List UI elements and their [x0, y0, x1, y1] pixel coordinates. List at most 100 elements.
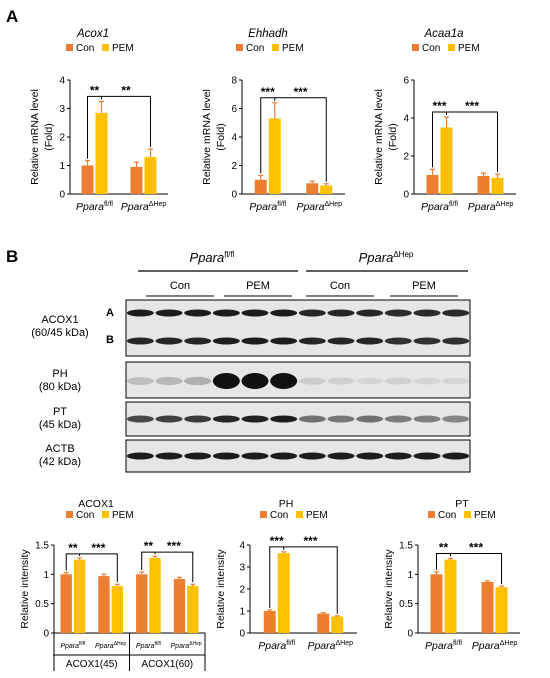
blot-band: [270, 452, 298, 460]
chart-title: Acox1: [76, 28, 109, 40]
x-tick-label: PparaΔHep: [171, 641, 202, 650]
blot-band: [270, 415, 298, 423]
x-tick-label: Pparafl/fl: [249, 201, 286, 213]
y-tick-label: 2: [59, 133, 65, 144]
bar-pem: [495, 587, 508, 633]
blot-band: [212, 337, 240, 345]
blot-band: [155, 309, 183, 317]
chart-1: Ehhadh Con PEM 0 2 4 6 8 Relative mRNA level (Fol…: [201, 28, 345, 213]
y-tick-label: 3: [239, 563, 245, 574]
y-tick-label: 0: [43, 629, 49, 640]
legend-label-pem: PEM: [112, 510, 134, 521]
blot-band: [413, 337, 441, 345]
y-tick-label: 0: [239, 629, 245, 640]
blot-row-0: ACOX1(60/45 kDa) A B: [31, 299, 471, 357]
y-tick-label: 2: [239, 585, 245, 596]
sig-bracket: [274, 97, 327, 182]
blot-band: [442, 377, 470, 385]
y-axis-label: Relative mRNA level: [29, 89, 41, 185]
blot-band: [327, 337, 355, 345]
blot-band: [384, 337, 412, 345]
blot-band: [356, 337, 384, 345]
blot-row-1: PH(80 kDa): [39, 361, 471, 399]
sig-bracket: [260, 97, 276, 174]
y-tick-label: 1.5: [35, 541, 49, 552]
y-tick-label: 0.5: [35, 599, 49, 610]
blot-band: [327, 415, 355, 423]
y-axis-label-line2: (Fold): [215, 123, 227, 150]
bar-con: [81, 165, 94, 194]
sig-label: ***: [167, 539, 181, 553]
blot-band: [184, 376, 212, 386]
legend-label-pem: PEM: [282, 43, 304, 54]
blot-band: [327, 309, 355, 317]
blot-band: [384, 309, 412, 317]
blot-band: [155, 415, 183, 423]
bar-pem: [444, 559, 457, 633]
bar-con: [98, 576, 110, 633]
blot-group-label: Pparafl/fl: [190, 250, 235, 265]
sig-bracket: [450, 552, 502, 585]
blot-band: [384, 415, 412, 423]
bar-con: [430, 574, 443, 633]
panel-b-letter: B: [6, 247, 18, 266]
bar-pem: [73, 559, 86, 633]
y-tick-label: 4: [59, 76, 65, 87]
y-tick-label: 1: [43, 570, 49, 581]
blot-treatment-label: Con: [170, 280, 190, 292]
blot-band: [241, 373, 269, 389]
blot-band: [241, 337, 269, 345]
y-axis-label-line2: (Fold): [43, 123, 55, 150]
sig-bracket: [269, 546, 285, 608]
blot-treatment-label: Con: [330, 280, 350, 292]
blot-band: [184, 309, 212, 317]
x-tick-label: PparaΔHep: [296, 201, 342, 213]
x-tick-label: PparaΔHep: [468, 201, 514, 213]
blot-band: [126, 452, 154, 460]
bar-con: [173, 579, 186, 633]
bar-pem: [268, 118, 281, 194]
blot-band: [413, 309, 441, 317]
sig-label: ***: [293, 85, 307, 99]
bar-pem: [144, 156, 157, 194]
blot-band: [126, 377, 154, 385]
sig-bracket: [283, 546, 338, 614]
blot-band: [212, 373, 240, 389]
sig-bracket: [432, 111, 447, 168]
blot-band: [270, 337, 298, 345]
sig-label: **: [68, 541, 78, 555]
bar-pem: [187, 586, 199, 633]
western-blot: Pparafl/fl PparaΔHep Con PEM Con PEM ACOX1(60/…: [31, 250, 471, 473]
y-tick-label: 4: [231, 133, 237, 144]
legend-swatch-con: [260, 511, 267, 518]
x-tick-label: PparaΔHep: [95, 641, 126, 650]
legend-swatch-pem: [448, 44, 455, 51]
legend-label-con: Con: [438, 510, 456, 521]
blot-band: [126, 337, 154, 345]
legend-label-con: Con: [76, 510, 94, 521]
bar-con: [130, 166, 143, 194]
legend: Con PEM: [66, 510, 134, 521]
legend-label-con: Con: [270, 510, 288, 521]
legend: Con PEM: [428, 510, 496, 521]
legend-label-pem: PEM: [458, 43, 480, 54]
y-axis-label: Relative mRNA level: [201, 89, 213, 185]
bar-con: [481, 581, 494, 633]
x-tick-label: PparaΔHep: [307, 640, 353, 652]
sig-bracket: [101, 95, 151, 147]
blot-membrane: [125, 401, 471, 437]
blot-band: [155, 376, 183, 386]
blot-band: [356, 309, 384, 317]
blot-protein-label: PT: [53, 406, 67, 418]
bar-pem: [440, 127, 453, 194]
y-tick-label: 1.5: [399, 541, 413, 552]
blot-treatment-label: PEM: [412, 280, 436, 292]
blot-band: [126, 309, 154, 317]
blot-band: [241, 415, 269, 423]
sig-label: ***: [303, 534, 317, 548]
blot-protein-size: (42 kDa): [39, 456, 81, 468]
sig-label: ***: [432, 99, 446, 113]
